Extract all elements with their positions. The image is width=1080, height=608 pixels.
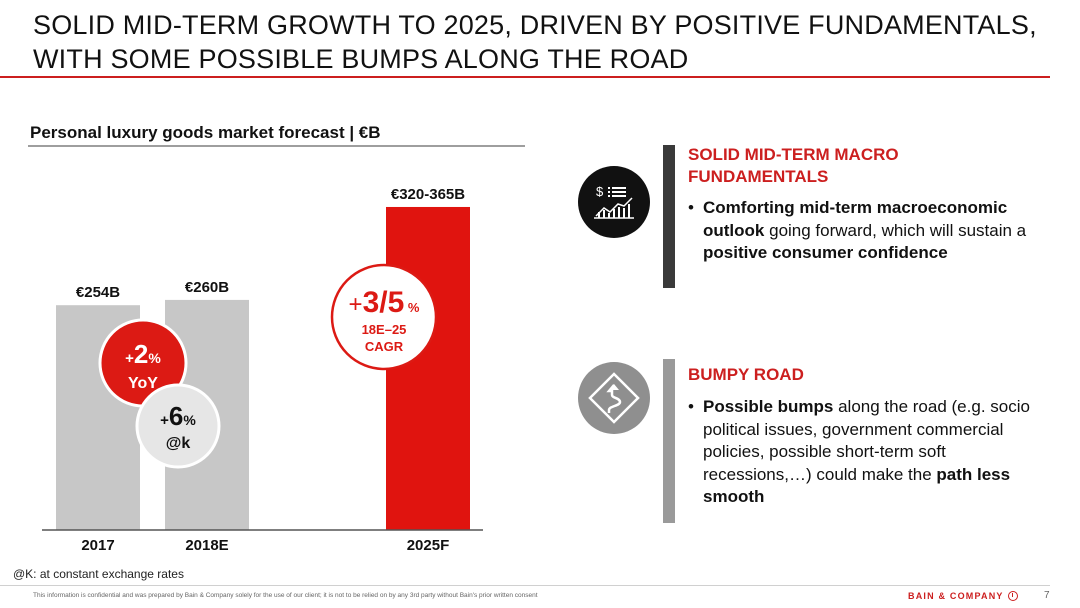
brand-name: BAIN & COMPANY bbox=[908, 591, 1004, 601]
cagr-period: 18E–25 bbox=[362, 322, 407, 337]
bold-phrase: Possible bumps bbox=[703, 397, 834, 416]
plain-phrase: along the road (e.g. socio political iss… bbox=[703, 397, 1030, 484]
cagr-badge bbox=[330, 263, 438, 371]
chart-title-divider bbox=[28, 145, 525, 147]
section-2-bullet-text: Possible bumps along the road (e.g. soci… bbox=[703, 396, 1048, 509]
bar-value-label: €260B bbox=[185, 279, 229, 296]
page-number: 7 bbox=[1044, 590, 1050, 601]
bold-phrase: Comforting mid-term macroeconomic outloo… bbox=[703, 198, 1008, 240]
financial-chart-icon: $ bbox=[578, 166, 650, 238]
section-1-bullet-text: Comforting mid-term macroeconomic outloo… bbox=[703, 197, 1048, 265]
winding-road-sign-icon bbox=[578, 362, 650, 434]
slide-title-line-1: SOLID MID-TERM GROWTH TO 2025, DRIVEN BY… bbox=[33, 10, 1037, 40]
market-forecast-chart: €254B2017€260B2018E€320-365B2025F+2%YoY+… bbox=[42, 186, 483, 554]
bullet-marker: • bbox=[688, 397, 694, 416]
footer-divider bbox=[0, 585, 1050, 586]
footnote: @K: at constant exchange rates bbox=[13, 567, 184, 581]
growth-constant-fx-badge bbox=[135, 383, 221, 469]
bar-2025F bbox=[386, 206, 470, 530]
category-label: 2017 bbox=[81, 537, 114, 554]
cagr-caption: CAGR bbox=[365, 339, 404, 354]
bold-phrase: positive consumer confidence bbox=[703, 243, 948, 262]
plain-phrase: going forward, which will sustain a bbox=[764, 220, 1027, 240]
section-1-accent-bar bbox=[663, 145, 675, 288]
section-1-heading-line-1: SOLID MID-TERM MACRO bbox=[688, 145, 899, 164]
confidentiality-disclaimer: This information is confidential and was… bbox=[33, 592, 538, 599]
category-label: 2018E bbox=[185, 537, 228, 554]
cagr-value: +3/5 % bbox=[349, 286, 420, 319]
growth-constant-fx-caption: @k bbox=[166, 435, 191, 452]
section-1-heading-line-2: FUNDAMENTALS bbox=[688, 167, 829, 186]
growth-yoy-value: +2% bbox=[125, 339, 161, 369]
bar-value-label: €320-365B bbox=[391, 186, 465, 203]
category-label: 2025F bbox=[407, 537, 450, 554]
brand-mark-icon bbox=[1007, 591, 1018, 601]
section-2-bullet: • Possible bumps along the road (e.g. so… bbox=[688, 396, 1048, 509]
bar-value-label: €254B bbox=[76, 284, 120, 301]
chart-title: Personal luxury goods market forecast | … bbox=[30, 123, 381, 142]
growth-yoy-caption: YoY bbox=[128, 375, 158, 392]
section-2-accent-bar bbox=[663, 359, 675, 523]
section-2-heading: BUMPY ROAD bbox=[688, 365, 804, 384]
bold-phrase: path less smooth bbox=[703, 464, 1011, 507]
brand-logo: BAIN & COMPANY bbox=[908, 591, 1018, 601]
title-divider bbox=[0, 76, 1050, 78]
growth-constant-fx-value: +6% bbox=[160, 401, 196, 431]
section-1-bullet: • Comforting mid-term macroeconomic outl… bbox=[688, 197, 1048, 265]
svg-text:$: $ bbox=[596, 184, 604, 199]
bullet-marker: • bbox=[688, 198, 694, 217]
slide-title: SOLID MID-TERM GROWTH TO 2025, DRIVEN BY… bbox=[33, 8, 1043, 76]
section-1-heading: SOLID MID-TERM MACRO FUNDAMENTALS bbox=[688, 144, 899, 188]
slide-title-line-2: WITH SOME POSSIBLE BUMPS ALONG THE ROAD bbox=[33, 44, 689, 74]
